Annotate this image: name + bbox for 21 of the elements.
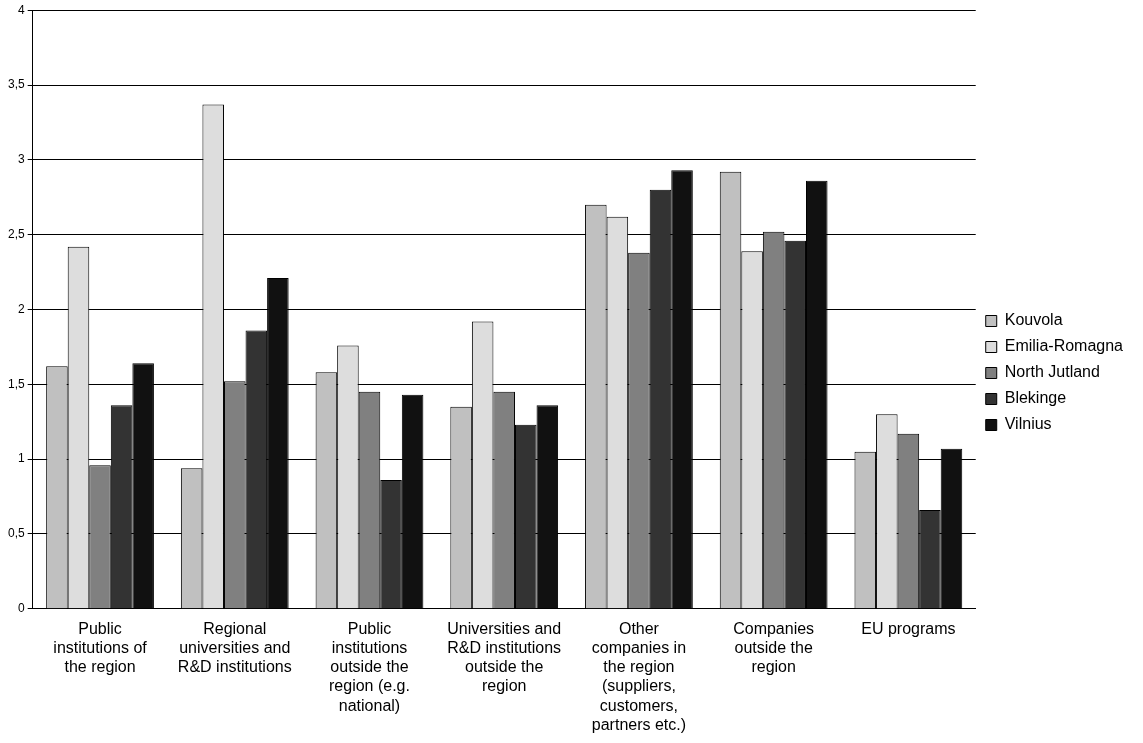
legend-label: Blekinge [1004,389,1067,407]
legend-label: North Jutland [1004,363,1100,381]
x-tick-label: Public institutions outside the region (e.g. national) [329,619,410,714]
y-tick-label: 0,5 [7,526,25,541]
legend-label: Emilia-Romagna [1004,337,1124,355]
x-tick-label: EU programs [861,619,956,637]
x-tick-label: Companies outside the region [733,619,815,676]
y-tick-label: 3 [17,152,25,167]
y-tick-label: 1 [17,451,25,466]
y-tick-label: 4 [17,2,25,17]
x-tick-label: Universities and R&D institutions outside the region [447,619,562,695]
y-tick-label: 3,5 [7,77,25,92]
y-tick-label: 2,5 [7,226,25,241]
legend-label: Vilnius [1004,415,1052,433]
x-tick-label: Regional universities and R&D institutions [177,619,292,676]
legend-label: Kouvola [1004,311,1063,329]
y-tick-label: 1,5 [7,376,25,391]
x-tick-label: Other companies in the region (suppliers, customers, partners etc.) [591,619,687,733]
x-tick-label: Public institutions of the region [53,619,148,676]
y-tick-label: 2 [17,301,25,316]
y-tick-label: 0 [17,601,25,616]
